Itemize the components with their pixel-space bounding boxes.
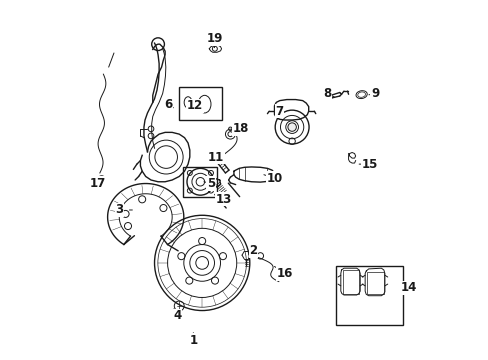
- Text: 16: 16: [274, 266, 293, 280]
- Bar: [366, 272, 383, 294]
- Text: 7: 7: [275, 105, 283, 119]
- Text: 8: 8: [323, 87, 334, 100]
- Text: 18: 18: [232, 122, 249, 135]
- Bar: [336, 266, 403, 325]
- Bar: [179, 86, 221, 120]
- Text: 4: 4: [173, 309, 181, 322]
- Text: 10: 10: [264, 172, 282, 185]
- Text: 13: 13: [215, 192, 231, 206]
- Text: 17: 17: [90, 177, 106, 190]
- Text: 3: 3: [115, 203, 132, 216]
- Bar: [183, 167, 217, 197]
- Text: 6: 6: [164, 98, 173, 111]
- Bar: [342, 270, 358, 294]
- Text: 1: 1: [189, 333, 197, 347]
- Text: 19: 19: [206, 32, 222, 48]
- Circle shape: [287, 123, 296, 131]
- Text: 2: 2: [248, 244, 257, 257]
- Text: 9: 9: [368, 87, 378, 100]
- Text: 5: 5: [203, 177, 215, 190]
- Text: 12: 12: [186, 99, 203, 112]
- Text: 15: 15: [358, 158, 377, 171]
- Text: 14: 14: [400, 281, 416, 294]
- Text: 11: 11: [208, 150, 224, 163]
